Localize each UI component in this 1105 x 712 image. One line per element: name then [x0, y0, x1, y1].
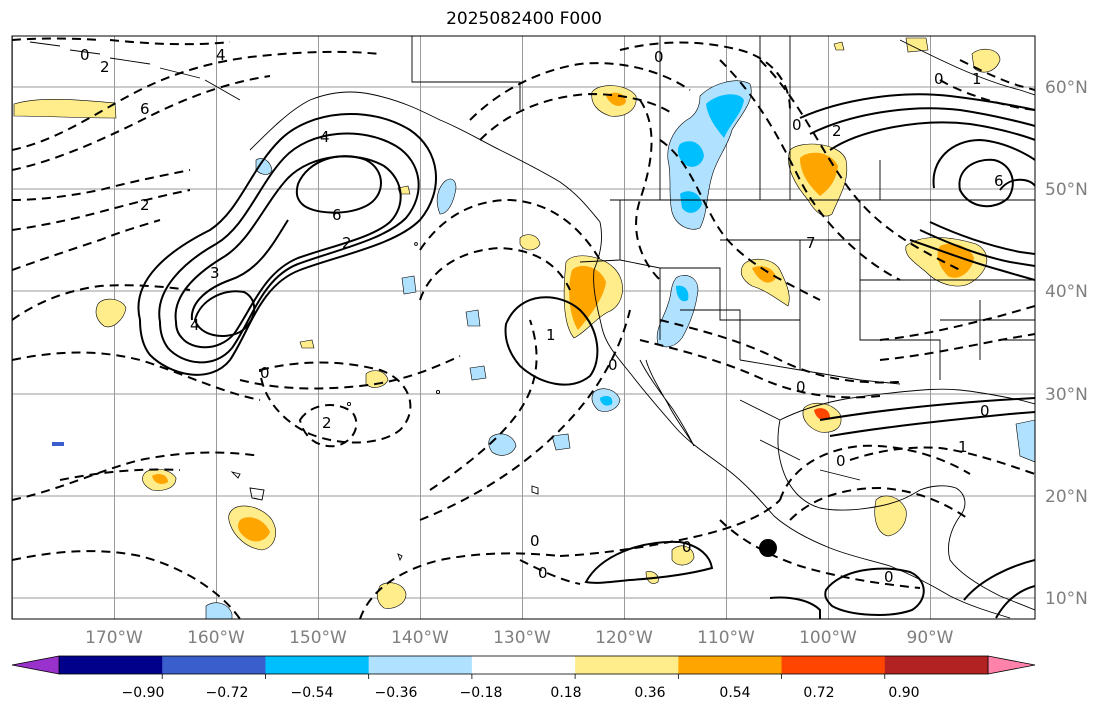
colorbar-tick-label: 0.72: [803, 685, 834, 701]
contour-label: 6: [332, 206, 342, 224]
contour-label: 4: [216, 46, 226, 64]
colorbar-segment: [162, 656, 266, 674]
map-title: 2025082400 F000: [446, 9, 602, 29]
colorbar-tick-label: 0.36: [634, 685, 665, 701]
lon-label: 170°W: [85, 628, 143, 648]
contour-label: 0: [796, 378, 806, 396]
colorbar-segment: [781, 656, 886, 674]
contour-label: 6: [994, 172, 1004, 190]
colorbar-tick-label: −0.72: [206, 685, 249, 701]
colorbar-tick-label: −0.54: [291, 685, 334, 701]
lon-label: 140°W: [391, 628, 449, 648]
lat-label: 20°N: [1045, 487, 1088, 507]
contour-label: 1: [958, 438, 968, 456]
contour-label: 0: [608, 356, 618, 374]
colorbar-tick-label: −0.36: [375, 685, 418, 701]
positive-contours: [137, 93, 1035, 619]
colorbar-segment: [575, 656, 679, 674]
colorbar-segment: [59, 656, 163, 674]
contour-label: 0: [836, 452, 846, 470]
shaded-anomalies: [13, 37, 1035, 619]
colorbar-segment: [265, 656, 370, 674]
contour-label: 4: [320, 128, 330, 146]
contour-label: 1: [546, 326, 556, 344]
contour-label: 2: [832, 122, 842, 140]
contour-label: 0: [934, 70, 944, 88]
colorbar-tick-label: 0.18: [550, 685, 581, 701]
colorbar-segment: [678, 656, 783, 674]
lon-label: 150°W: [289, 628, 347, 648]
longitude-labels: 170°W 160°W 150°W 140°W 130°W 120°W 110°…: [85, 628, 954, 648]
colorbar-extend-left: [12, 656, 59, 674]
colorbar-segment: [368, 656, 473, 674]
contour-label: 2: [100, 58, 110, 76]
colorbar-segment: [471, 656, 576, 674]
contour-label: 2: [140, 196, 150, 214]
contour-label: 0: [654, 48, 664, 66]
contour-label: 4: [190, 316, 200, 334]
colorbar-extend-right: [988, 656, 1035, 674]
contour-label: 0: [260, 364, 270, 382]
storm-center-marker: [759, 539, 777, 557]
negative-contours: [12, 37, 1035, 619]
contour-label: 0: [80, 46, 90, 64]
contour-label: 0: [884, 568, 894, 586]
lon-label: 90°W: [907, 628, 954, 648]
lon-label: 100°W: [799, 628, 857, 648]
contour-label: 0: [530, 532, 540, 550]
coastlines: [29, 36, 1035, 619]
contour-label: 2: [342, 234, 352, 252]
contour-label: 0: [792, 116, 802, 134]
contour-label: 0: [682, 538, 692, 556]
colorbar-segment: [884, 656, 989, 674]
contour-label: 0: [538, 564, 548, 582]
contour-label: 0: [980, 402, 990, 420]
map-frame: [11, 35, 1036, 620]
lat-label: 40°N: [1045, 282, 1088, 302]
latitude-labels: 60°N 50°N 40°N 30°N 20°N 10°N: [1045, 78, 1088, 609]
colorbar: −0.90 −0.72 −0.54 −0.36 −0.18 0.18 0.36 …: [11, 655, 1036, 701]
lon-label: 110°W: [697, 628, 755, 648]
colorbar-tick-label: −0.90: [122, 685, 165, 701]
contour-label: 3: [210, 264, 220, 282]
contour-label: 2: [322, 414, 332, 432]
contour-label: 6: [140, 100, 150, 118]
lat-label: 30°N: [1045, 385, 1088, 405]
colorbar-tick-label: −0.18: [460, 685, 503, 701]
lat-label: 60°N: [1045, 78, 1088, 98]
lon-label: 120°W: [595, 628, 653, 648]
contour-label: 7: [806, 234, 816, 252]
contour-label: 1: [972, 70, 982, 88]
lat-label: 50°N: [1045, 180, 1088, 200]
colorbar-tick-label: 0.54: [719, 685, 750, 701]
contour-labels: 0 2 4 6 4 6 2 3 4 0 2 0 1 0 2 0 2 6 7 0 …: [80, 46, 1004, 586]
lon-label: 130°W: [493, 628, 551, 648]
lat-label: 10°N: [1045, 589, 1088, 609]
colorbar-tick-label: 0.90: [888, 685, 919, 701]
lon-label: 160°W: [187, 628, 245, 648]
